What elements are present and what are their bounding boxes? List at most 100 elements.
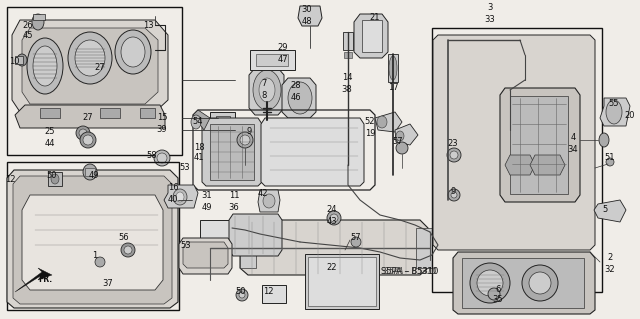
Ellipse shape bbox=[83, 164, 97, 180]
Ellipse shape bbox=[488, 288, 500, 300]
Polygon shape bbox=[433, 35, 595, 250]
Polygon shape bbox=[249, 68, 284, 115]
Polygon shape bbox=[453, 252, 595, 314]
Text: 9: 9 bbox=[451, 188, 456, 197]
Ellipse shape bbox=[529, 272, 551, 294]
Ellipse shape bbox=[80, 132, 96, 148]
Ellipse shape bbox=[124, 246, 132, 254]
Text: S5PA – B5310: S5PA – B5310 bbox=[381, 266, 438, 276]
Text: 13: 13 bbox=[143, 20, 154, 29]
Text: 48: 48 bbox=[301, 17, 312, 26]
Ellipse shape bbox=[263, 194, 275, 208]
Text: 57: 57 bbox=[351, 233, 362, 241]
Ellipse shape bbox=[451, 192, 457, 198]
Text: FR.: FR. bbox=[38, 275, 52, 284]
Ellipse shape bbox=[157, 153, 167, 163]
Ellipse shape bbox=[522, 265, 558, 301]
Polygon shape bbox=[282, 78, 316, 118]
Bar bbox=[262, 285, 286, 303]
Polygon shape bbox=[261, 118, 364, 186]
Bar bbox=[48, 172, 62, 186]
Text: 18: 18 bbox=[194, 143, 204, 152]
Text: 20: 20 bbox=[625, 110, 636, 120]
Bar bbox=[100, 108, 120, 118]
Text: 39: 39 bbox=[157, 124, 167, 133]
Polygon shape bbox=[240, 228, 256, 268]
Polygon shape bbox=[15, 105, 165, 128]
Ellipse shape bbox=[176, 192, 184, 202]
Polygon shape bbox=[179, 238, 232, 274]
Text: 58: 58 bbox=[147, 151, 157, 160]
Bar bbox=[216, 116, 230, 128]
Polygon shape bbox=[298, 6, 322, 26]
Text: 19: 19 bbox=[365, 129, 375, 137]
Text: 5: 5 bbox=[602, 205, 607, 214]
Ellipse shape bbox=[477, 270, 503, 296]
Ellipse shape bbox=[330, 214, 338, 222]
Ellipse shape bbox=[33, 46, 57, 86]
Text: 57: 57 bbox=[393, 137, 403, 145]
Polygon shape bbox=[395, 124, 418, 145]
Ellipse shape bbox=[396, 142, 408, 154]
Text: 29: 29 bbox=[278, 43, 288, 53]
Polygon shape bbox=[416, 228, 432, 268]
Ellipse shape bbox=[253, 70, 281, 110]
Text: 38: 38 bbox=[342, 85, 353, 93]
Ellipse shape bbox=[448, 189, 460, 201]
Ellipse shape bbox=[351, 237, 361, 247]
Text: 30: 30 bbox=[301, 5, 312, 14]
Text: 3: 3 bbox=[487, 4, 493, 12]
Ellipse shape bbox=[606, 100, 622, 124]
Ellipse shape bbox=[76, 126, 90, 140]
Bar bbox=[7, 7, 182, 155]
Ellipse shape bbox=[447, 148, 461, 162]
Ellipse shape bbox=[191, 115, 201, 129]
Bar bbox=[33, 14, 45, 20]
Ellipse shape bbox=[27, 38, 63, 94]
Text: 26: 26 bbox=[22, 20, 33, 29]
Text: 12: 12 bbox=[4, 175, 15, 184]
Ellipse shape bbox=[240, 135, 250, 145]
Text: 1: 1 bbox=[92, 251, 98, 261]
Bar bbox=[140, 108, 155, 118]
Text: S5PA – B5310: S5PA – B5310 bbox=[384, 266, 436, 276]
Polygon shape bbox=[13, 176, 172, 304]
Ellipse shape bbox=[79, 129, 87, 137]
Text: 6: 6 bbox=[495, 285, 500, 293]
Text: 53: 53 bbox=[180, 241, 191, 249]
Ellipse shape bbox=[217, 120, 221, 124]
Text: 36: 36 bbox=[228, 204, 239, 212]
Bar bbox=[510, 96, 568, 194]
Text: 28: 28 bbox=[291, 81, 301, 91]
Ellipse shape bbox=[115, 30, 151, 74]
Ellipse shape bbox=[226, 120, 230, 124]
Text: 50: 50 bbox=[236, 286, 246, 295]
Ellipse shape bbox=[154, 150, 170, 166]
Bar bbox=[432, 28, 602, 292]
Polygon shape bbox=[600, 98, 630, 126]
Polygon shape bbox=[183, 242, 228, 268]
Text: 37: 37 bbox=[102, 279, 113, 288]
Polygon shape bbox=[210, 112, 235, 132]
Polygon shape bbox=[15, 268, 52, 292]
Ellipse shape bbox=[121, 243, 135, 257]
Ellipse shape bbox=[389, 56, 397, 80]
Text: 2: 2 bbox=[607, 254, 612, 263]
Text: 31: 31 bbox=[202, 190, 212, 199]
Ellipse shape bbox=[68, 32, 112, 84]
Text: 49: 49 bbox=[202, 203, 212, 211]
Polygon shape bbox=[229, 214, 282, 256]
Bar bbox=[210, 124, 254, 180]
Text: 8: 8 bbox=[261, 92, 267, 100]
Text: 42: 42 bbox=[258, 189, 268, 198]
Text: 7: 7 bbox=[261, 79, 267, 88]
Ellipse shape bbox=[121, 37, 145, 67]
Ellipse shape bbox=[606, 158, 614, 166]
Ellipse shape bbox=[396, 131, 404, 141]
Text: 33: 33 bbox=[484, 16, 495, 25]
Ellipse shape bbox=[75, 40, 105, 76]
Ellipse shape bbox=[470, 263, 510, 303]
Text: 34: 34 bbox=[568, 145, 579, 153]
Text: 43: 43 bbox=[326, 218, 337, 226]
Text: 32: 32 bbox=[605, 264, 615, 273]
